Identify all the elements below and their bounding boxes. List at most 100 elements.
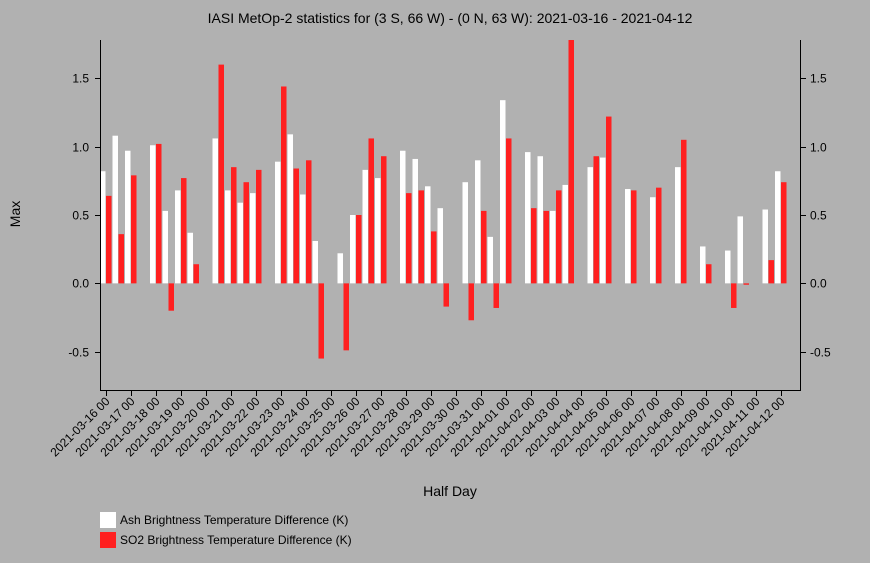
- bar-ash: [287, 134, 293, 284]
- bar-ash: [600, 157, 606, 284]
- bar-ash: [475, 160, 481, 284]
- bar-so2: [256, 169, 262, 284]
- bar-ash: [125, 150, 131, 284]
- bar-so2: [381, 156, 387, 284]
- bar-so2: [356, 215, 362, 284]
- bar-so2: [106, 195, 112, 284]
- bar-ash: [462, 182, 468, 284]
- bar-ash: [487, 236, 493, 284]
- legend-label-ash: Ash Brightness Temperature Difference (K…: [120, 513, 348, 527]
- bar-ash: [700, 246, 706, 284]
- bar-ash: [187, 232, 193, 284]
- bar-ash: [162, 210, 168, 284]
- bar-so2: [706, 264, 712, 284]
- y-tick-label-left: 1.0: [72, 141, 89, 155]
- bar-ash: [725, 250, 731, 284]
- bar-so2: [168, 283, 174, 311]
- bar-so2: [556, 190, 562, 284]
- legend-swatch-ash: [100, 512, 116, 528]
- legend-label-so2: SO2 Brightness Temperature Difference (K…: [120, 533, 352, 547]
- bar-so2: [681, 139, 687, 284]
- chart-title: IASI MetOp-2 statistics for (3 S, 66 W) …: [208, 10, 693, 26]
- bar-ash: [500, 100, 506, 284]
- bar-ash: [562, 184, 568, 284]
- bar-so2: [193, 264, 199, 284]
- bar-ash: [225, 190, 231, 284]
- bar-so2: [418, 190, 424, 284]
- bar-ash: [400, 150, 406, 284]
- bar-so2: [656, 187, 662, 284]
- bar-so2: [481, 210, 487, 284]
- bar-ash: [675, 167, 681, 284]
- bar-so2: [781, 182, 787, 284]
- bar-so2: [631, 190, 637, 284]
- bar-so2: [743, 283, 749, 285]
- bar-ash: [650, 197, 656, 284]
- bar-ash: [350, 215, 356, 284]
- y-tick-label-right: -0.5: [810, 346, 831, 360]
- bar-so2: [543, 210, 549, 284]
- bar-ash: [312, 240, 318, 284]
- bar-so2: [568, 40, 574, 284]
- bar-so2: [731, 283, 737, 308]
- y-tick-label-right: 0.0: [810, 277, 827, 291]
- bar-so2: [606, 116, 612, 284]
- bar-so2: [343, 283, 349, 351]
- y-tick-label-left: -0.5: [68, 346, 89, 360]
- bar-ash: [425, 186, 431, 284]
- bar-so2: [318, 283, 324, 359]
- legend: Ash Brightness Temperature Difference (K…: [100, 512, 352, 548]
- bar-ash: [587, 167, 593, 284]
- bar-so2: [218, 64, 224, 284]
- x-axis-label: Half Day: [423, 483, 477, 499]
- bar-so2: [468, 283, 474, 321]
- bar-so2: [431, 231, 437, 284]
- y-tick-label-left: 0.5: [72, 209, 89, 223]
- bar-ash: [525, 152, 531, 284]
- y-tick-label-right: 0.5: [810, 209, 827, 223]
- y-tick-label-right: 1.0: [810, 141, 827, 155]
- bar-so2: [293, 168, 299, 284]
- bar-ash: [737, 216, 743, 284]
- bar-ash: [775, 171, 781, 284]
- bar-so2: [531, 208, 537, 284]
- bar-ash: [275, 161, 281, 284]
- bar-ash: [537, 156, 543, 284]
- bar-so2: [406, 193, 412, 284]
- y-tick-label-left: 1.5: [72, 72, 89, 86]
- legend-swatch-so2: [100, 532, 116, 548]
- bar-so2: [368, 138, 374, 284]
- bar-so2: [306, 160, 312, 284]
- bar-so2: [768, 260, 774, 284]
- bar-ash: [550, 210, 556, 284]
- y-axis-label: Max: [7, 201, 23, 227]
- bar-so2: [231, 167, 237, 284]
- bar-ash: [112, 135, 118, 284]
- bar-ash: [237, 202, 243, 284]
- bar-so2: [181, 178, 187, 284]
- bar-ash: [412, 158, 418, 284]
- bar-so2: [243, 182, 249, 284]
- bar-ash: [300, 194, 306, 284]
- bar-so2: [493, 283, 499, 308]
- bar-ash: [175, 190, 181, 284]
- bar-so2: [131, 175, 137, 284]
- bar-so2: [443, 283, 449, 307]
- bar-ash: [212, 138, 218, 284]
- y-tick-label-left: 0.0: [72, 277, 89, 291]
- bar-ash: [375, 178, 381, 284]
- bar-ash: [625, 189, 631, 284]
- bar-ash: [150, 145, 156, 284]
- bar-so2: [118, 234, 124, 284]
- bars-group: [100, 40, 787, 359]
- bar-ash: [250, 193, 256, 284]
- bar-so2: [281, 86, 287, 284]
- bar-so2: [156, 143, 162, 284]
- bar-ash: [337, 253, 343, 284]
- bar-ash: [437, 208, 443, 284]
- bar-ash: [100, 171, 106, 284]
- bar-ash: [362, 169, 368, 284]
- bar-so2: [593, 156, 599, 284]
